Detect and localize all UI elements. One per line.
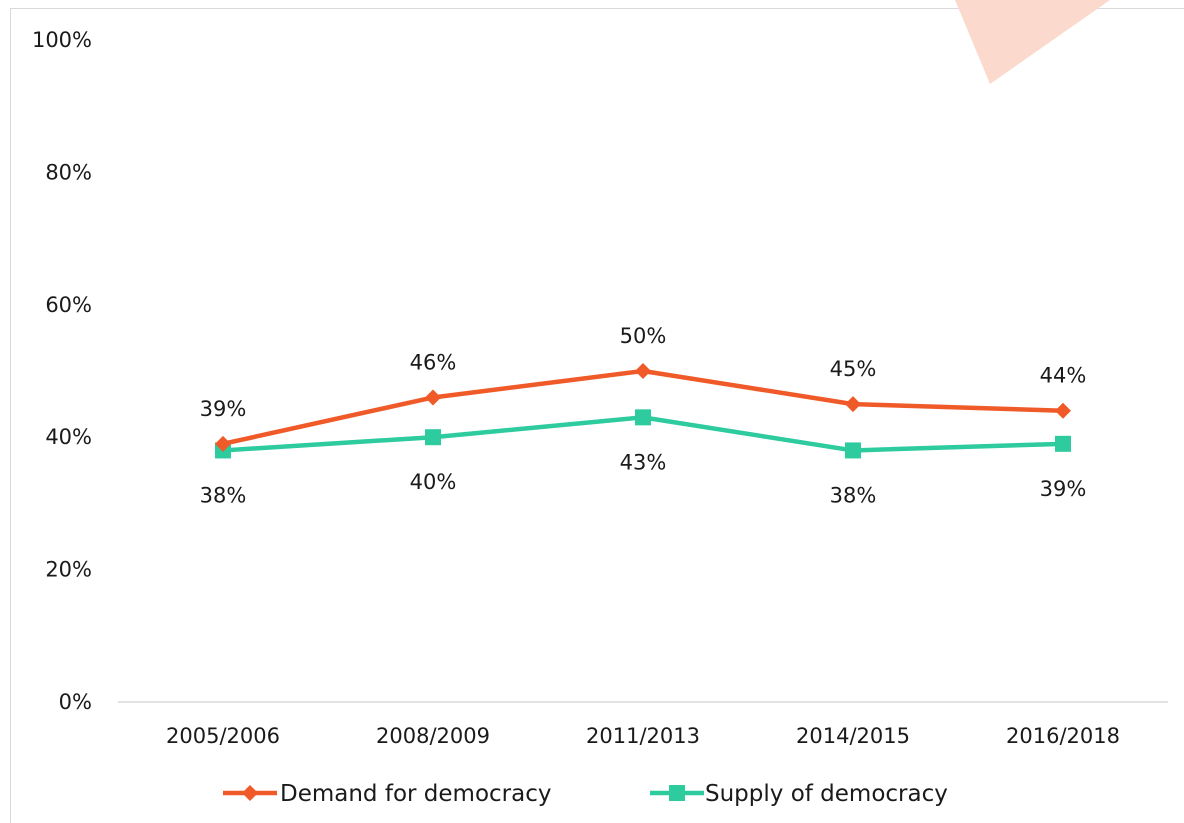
data-point — [425, 429, 441, 446]
data-point — [425, 389, 441, 406]
series-supply — [215, 409, 1071, 459]
decorative-triangle — [955, 0, 1110, 84]
legend-entry: Supply of democracy — [650, 781, 948, 807]
data-point — [1055, 435, 1071, 452]
data-point — [845, 442, 861, 459]
data-label: 46% — [410, 350, 457, 374]
legend-marker — [669, 785, 685, 801]
data-label: 40% — [410, 470, 457, 494]
x-axis: 2005/2006 2008/2009 2011/2013 2014/2015 2016… — [166, 724, 1120, 748]
data-point — [215, 435, 231, 452]
data-label: 45% — [830, 357, 877, 381]
x-tick-label: 2008/2009 — [376, 724, 490, 748]
legend-marker — [242, 785, 258, 801]
legend-entry: Demand for democracy — [223, 781, 551, 807]
y-tick-label: 60% — [45, 293, 92, 317]
data-labels: 38% 40% 43% 38% 39% — [200, 450, 1087, 507]
data-label: 44% — [1040, 364, 1087, 388]
y-tick-label: 0% — [59, 690, 92, 714]
x-tick-label: 2005/2006 — [166, 724, 280, 748]
legend-label: Demand for democracy — [280, 781, 551, 807]
data-point — [635, 363, 651, 379]
data-labels: 39% 46% 50% 45% 44% — [200, 324, 1087, 421]
y-tick-label: 20% — [45, 558, 92, 582]
legend: Demand for democracy Supply of democracy — [223, 781, 948, 807]
data-label: 43% — [620, 450, 667, 474]
x-tick-label: 2011/2013 — [586, 724, 700, 748]
data-point — [635, 409, 651, 426]
data-point — [1055, 402, 1071, 419]
x-tick-label: 2016/2018 — [1006, 724, 1120, 748]
series-layer: 39% 46% 50% 45% 44% 38% 40% 43% 38% 39% — [200, 324, 1087, 507]
data-label: 38% — [200, 483, 247, 507]
y-tick-label: 100% — [32, 28, 92, 52]
y-axis: 0% 20% 40% 60% 80% 100% — [32, 28, 92, 714]
legend-label: Supply of democracy — [705, 781, 948, 807]
series-line — [222, 368, 1064, 447]
data-label: 39% — [1040, 477, 1087, 501]
data-label: 38% — [830, 483, 877, 507]
data-point — [845, 396, 861, 413]
data-label: 39% — [200, 397, 247, 421]
data-label: 50% — [620, 324, 667, 348]
y-tick-label: 40% — [45, 425, 92, 449]
chart-frame — [10, 8, 1184, 823]
x-tick-label: 2014/2015 — [796, 724, 910, 748]
series-demand — [215, 363, 1071, 452]
y-tick-label: 80% — [45, 160, 92, 184]
